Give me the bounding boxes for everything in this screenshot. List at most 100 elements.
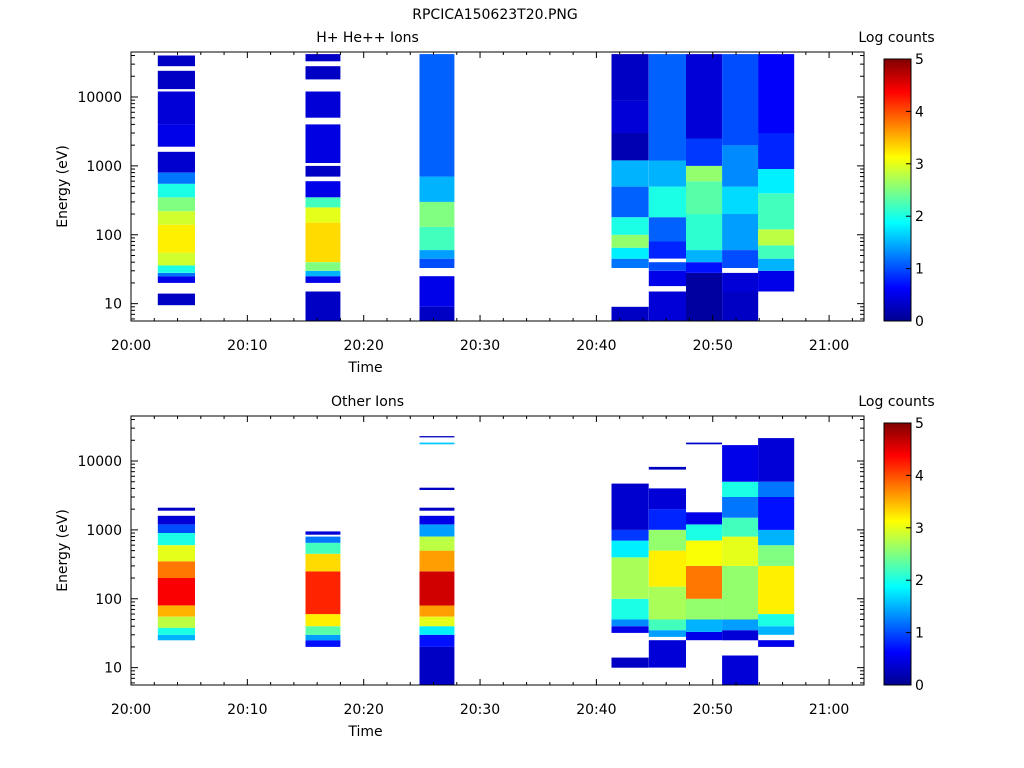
spectrogram-cell [305,197,341,208]
spectrogram-cell [686,619,723,632]
spectrogram-cell [611,626,649,633]
spectrogram-cell [305,571,341,615]
spectrogram-cell [648,466,686,470]
spectrogram-cell [611,160,649,187]
y-axis-label: Energy (eV) [55,145,71,228]
spectrogram-cell [722,619,759,631]
y-tick-label: 100 [95,228,122,244]
spectrogram-cell [686,181,723,215]
spectrogram-cell [611,54,649,101]
y-tick-label: 10 [104,661,122,677]
spectrogram-cell [157,533,195,546]
spectrogram-cell [758,245,795,259]
spectrogram-cell [157,124,195,147]
spectrogram-cell [722,272,759,292]
spectrogram-cell [419,442,455,445]
spectrogram-cell [758,565,795,614]
figure-title: RPCICA150623T20.PNG [412,7,577,23]
spectrogram-cell [419,626,455,635]
colorbar-tick-label: 3 [915,521,924,537]
colorbar-tick-label: 3 [915,157,924,173]
spectrogram-cell [305,553,341,572]
spectrogram-cell [157,524,195,533]
spectrogram-cell [157,151,195,173]
spectrogram-cell [722,517,759,537]
colorbar-scale [883,58,912,322]
y-tick-label: 1000 [86,159,122,175]
spectrogram-cell [157,545,195,562]
spectrogram-cell [758,270,795,292]
spectrogram-cell [305,542,341,554]
spectrogram-cell [419,258,455,268]
x-tick-label: 20:10 [227,338,267,354]
spectrogram-cell [758,258,795,271]
spectrogram-cell [758,193,795,230]
spectrogram-cell [157,224,195,253]
spectrogram-cell [611,100,649,133]
x-axis-label: Time [347,724,382,740]
spectrogram-cell [157,211,195,225]
spectrogram-cell [648,550,686,587]
x-tick-label: 20:20 [344,338,384,354]
spectrogram-cell [419,487,455,490]
spectrogram-cell [419,536,455,551]
spectrogram-cell [611,529,649,541]
x-tick-label: 20:00 [111,338,151,354]
spectrogram-cell [419,507,455,511]
spectrogram-cell [722,145,759,187]
spectrogram-cell [305,54,341,62]
spectrogram-cell [648,509,686,530]
spectrogram-cell [419,634,455,647]
panel-2: 20:00 20:10 20:20 20:30 20:40 20:50 21:0010100… [55,394,935,740]
x-tick-label: 20:00 [111,702,151,718]
spectrogram-cell [611,657,649,668]
spectrogram-cell [419,436,455,438]
colorbar: Log counts 0 1 2 3 4 5 [858,30,934,330]
spectrogram-cell [758,229,795,246]
spectrogram-cells [157,54,795,321]
colorbar-tick-label: 0 [915,314,924,330]
spectrogram-cell [611,483,649,530]
x-tick-label: 20:30 [460,338,500,354]
spectrogram-cell [157,55,195,67]
spectrogram-cell [686,272,723,321]
spectrogram-cell [686,540,723,566]
spectrogram-cell [722,630,759,641]
spectrogram-cell [686,250,723,263]
spectrogram-cell [611,217,649,235]
spectrogram-cell [686,214,723,250]
spectrogram-cell [758,529,795,546]
spectrogram-cell [611,247,649,259]
colorbar-label: Log counts [858,394,934,410]
spectrogram-cell [758,481,795,497]
spectrogram-cell [305,181,341,198]
spectrogram-cell [419,571,455,606]
spectrogram-cell [419,515,455,525]
colorbar-tick-label: 1 [915,262,924,278]
colorbar-label: Log counts [858,30,934,46]
spectrogram-cell [305,222,341,263]
spectrogram-cell [157,515,195,525]
spectrogram-cell [419,605,455,617]
spectrogram-cell [157,70,195,90]
colorbar-tick-label: 4 [915,104,924,120]
spectrogram-cell [157,172,195,184]
spectrogram-cell [722,214,759,250]
spectrogram-cell [758,545,795,566]
spectrogram-cell [157,293,195,306]
spectrogram-cell [157,627,195,635]
spectrogram-cell [686,262,723,273]
spectrogram-cell [648,186,686,218]
spectrogram-cell [611,540,649,558]
spectrogram-cell [157,507,195,511]
spectrogram-cell [419,616,455,627]
spectrogram-cell [722,655,759,685]
spectrogram-cell [305,531,341,535]
spectrogram-cell [758,169,795,194]
spectrogram-cell [157,616,195,628]
spectrogram-cell [419,524,455,537]
x-tick-label: 20:10 [227,702,267,718]
spectrogram-cell [686,165,723,182]
colorbar-tick-label: 2 [915,573,924,589]
